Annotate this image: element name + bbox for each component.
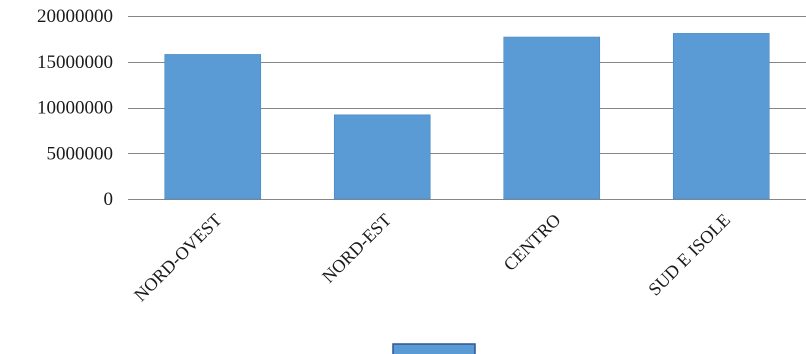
y-tick-label: 0 — [104, 189, 114, 210]
y-tick-label: 5000000 — [47, 143, 114, 164]
legend — [392, 343, 476, 354]
bars — [164, 33, 770, 200]
x-category-label: NORD-EST — [318, 210, 395, 287]
x-category-label: NORD-OVEST — [130, 210, 225, 305]
y-tick-label: 15000000 — [37, 52, 113, 73]
y-axis-tick-labels: 0 5000000 10000000 15000000 20000000 — [37, 6, 113, 210]
bar-nord-est — [333, 114, 431, 200]
legend-swatch — [392, 343, 476, 354]
y-tick-label: 20000000 — [37, 6, 113, 27]
bar-nord-ovest — [164, 54, 262, 200]
bar-centro — [503, 36, 601, 200]
x-category-label: CENTRO — [500, 210, 565, 275]
bar-sud-e-isole — [672, 33, 770, 200]
x-category-label: SUD E ISOLE — [644, 210, 734, 300]
x-axis-category-labels: NORD-OVEST NORD-EST CENTRO SUD E ISOLE — [130, 210, 734, 305]
y-tick-label: 10000000 — [37, 98, 113, 119]
